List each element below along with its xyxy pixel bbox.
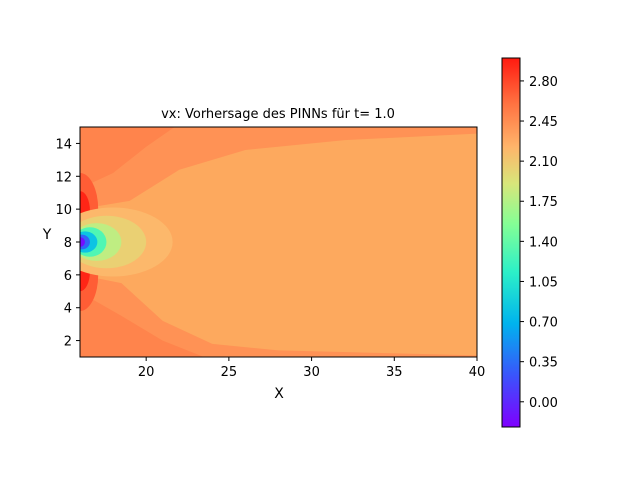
colorbar-tick-label: 2.80 xyxy=(529,75,558,90)
x-tick-label: 20 xyxy=(138,365,155,380)
colorbar-tick-label: 1.75 xyxy=(529,195,558,210)
colorbar-tick-label: 1.05 xyxy=(529,275,558,290)
colorbar-tick-label: 2.10 xyxy=(529,155,558,170)
y-tick-label: 14 xyxy=(55,137,72,152)
x-tick-label: 35 xyxy=(386,365,403,380)
x-axis-label: X xyxy=(274,386,284,402)
x-tick-label: 40 xyxy=(469,365,486,380)
colorbar: 0.00 0.35 0.70 1.05 1.40 1.75 2.10 2.45 2.80 xyxy=(501,57,558,428)
y-tick-label: 6 xyxy=(64,269,72,284)
y-tick-label: 4 xyxy=(64,302,72,317)
y-axis: 2 4 6 8 10 12 14 xyxy=(55,137,80,350)
contour-core-min xyxy=(80,237,85,247)
x-tick-label: 30 xyxy=(303,365,320,380)
field-contours xyxy=(80,127,477,357)
colorbar-tick-label: 2.45 xyxy=(529,115,558,130)
y-tick-label: 8 xyxy=(64,236,72,251)
x-axis: 20 25 30 35 40 xyxy=(138,357,485,380)
colorbar-tick-label: 0.70 xyxy=(529,316,558,331)
y-tick-label: 2 xyxy=(64,335,72,350)
colorbar-gradient xyxy=(501,57,521,428)
contour-lower-band xyxy=(80,274,477,357)
y-tick-label: 12 xyxy=(55,170,72,185)
plot-area xyxy=(80,127,477,357)
colorbar-ticks: 0.00 0.35 0.70 1.05 1.40 1.75 2.10 2.45 2.80 xyxy=(520,75,558,411)
contour-lower-left xyxy=(80,291,204,357)
colorbar-tick-label: 1.40 xyxy=(529,235,558,250)
y-axis-label: Y xyxy=(42,227,52,243)
chart-title: vx: Vorhersage des PINNs für t= 1.0 xyxy=(161,107,395,122)
contour-upper-band xyxy=(80,127,477,210)
colorbar-tick-label: 0.35 xyxy=(529,356,558,371)
contour-upper-left xyxy=(80,127,175,193)
colorbar-tick-label: 0.00 xyxy=(529,396,558,411)
y-tick-label: 10 xyxy=(55,203,72,218)
x-tick-label: 25 xyxy=(221,365,238,380)
